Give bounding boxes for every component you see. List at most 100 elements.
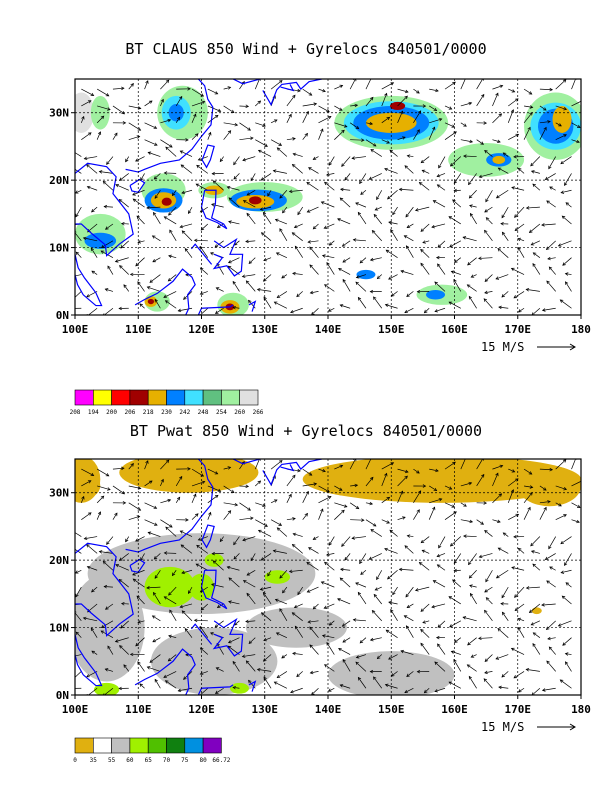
wind-vector-head [449,543,454,547]
colorbar-label: 70 [163,757,171,764]
wind-vector-head [86,185,91,190]
wind-vector-head [147,151,152,155]
wind-vector [428,126,435,140]
wind-vector [496,189,509,199]
wind-vector [564,173,572,186]
wind-vector-head [420,228,425,232]
wind-vector-head [197,537,202,541]
wind-vector-head [497,628,501,632]
wind-vector-head [548,266,553,271]
wind-vector-head [514,214,518,218]
wind-vector-head [137,106,142,110]
wind-vector-head [169,229,173,234]
wind-vector-head [549,566,553,570]
wind-vector-head [560,570,565,574]
wind-vector-head [104,668,109,672]
colorbar-swatch [239,389,259,406]
wind-vector-head [247,127,251,131]
wind-vector-head [339,84,344,88]
coastline [125,79,214,173]
wind-vector [115,184,129,191]
wind-vector [148,152,161,157]
wind-vector [246,189,256,196]
field-contour [517,465,581,507]
y-tick-label: 10N [49,242,69,255]
wind-vector-head [187,590,192,595]
wind-vector-head [98,550,103,554]
field-contour [552,105,572,133]
wind-vector [450,156,462,167]
wind-vector [406,603,414,608]
wind-vector-head [484,670,488,675]
wind-vector [119,265,130,275]
wind-vector-head [292,152,297,157]
wind-vector-head [137,240,142,244]
wind-vector [223,105,235,113]
wind-vector [125,156,130,162]
wind-vector [135,156,145,162]
wind-vector [160,459,170,470]
wind-vector-head [340,567,344,572]
wind-vector [168,654,177,662]
wind-vector-head [91,589,95,593]
wind-vector-head [359,180,363,185]
wind-vector-head [167,498,172,503]
wind-vector [329,620,335,626]
wind-vector-head [308,472,313,476]
wind-vector-head [468,101,473,106]
wind-vector-head [438,497,443,502]
wind-vector [75,569,82,574]
wind-vector [562,595,572,605]
wind-vector [334,85,343,90]
wind-vector-head [435,635,440,640]
wind-vector [392,206,398,215]
wind-vector [274,301,288,309]
wind-vector [546,580,556,588]
wind-vector-head [121,466,125,471]
wind-vector [292,164,303,174]
wind-vector-head [250,516,254,520]
wind-vector [75,206,82,217]
wind-vector [518,307,525,313]
colorbar-label: 254 [216,409,227,416]
wind-vector-head [136,135,141,139]
wind-vector-head [118,306,122,311]
wind-vector [168,586,177,596]
wind-vector [397,475,408,487]
map-field-layer [69,459,581,695]
wind-vector-head [469,592,474,597]
wind-vector-head [129,272,134,277]
wind-vector-head [497,167,502,171]
colorbar-swatch [111,389,131,406]
wind-vector [270,519,282,526]
wind-vector [449,240,461,248]
wind-vector [128,105,141,109]
wind-vector-head [513,295,518,299]
wind-vector [120,240,129,249]
wind-vector-head [561,215,566,220]
wind-vector [146,586,161,589]
wind-vector [365,477,374,487]
colorbar-label: 266 [253,409,264,416]
wind-vector [248,257,256,264]
wind-vector-head [120,245,124,249]
wind-vector-head [437,244,442,248]
wind-vector [292,612,303,622]
wind-vector [539,105,547,111]
wind-vector [386,629,398,638]
wind-vector [404,235,414,242]
wind-vector [547,637,556,640]
wind-vector [292,544,303,554]
wind-vector-head [384,167,388,172]
wind-vector [531,687,541,695]
wind-vector-head [405,593,409,598]
wind-vector [526,206,540,209]
wind-vector-head [69,529,72,532]
wind-vector-head [214,690,219,694]
wind-vector-head [171,192,176,197]
wind-vector-head [384,683,389,687]
wind-vector-head [195,183,200,187]
x-tick-label: 120E [188,703,215,716]
wind-vector [216,667,224,672]
wind-vector-head [228,600,232,604]
